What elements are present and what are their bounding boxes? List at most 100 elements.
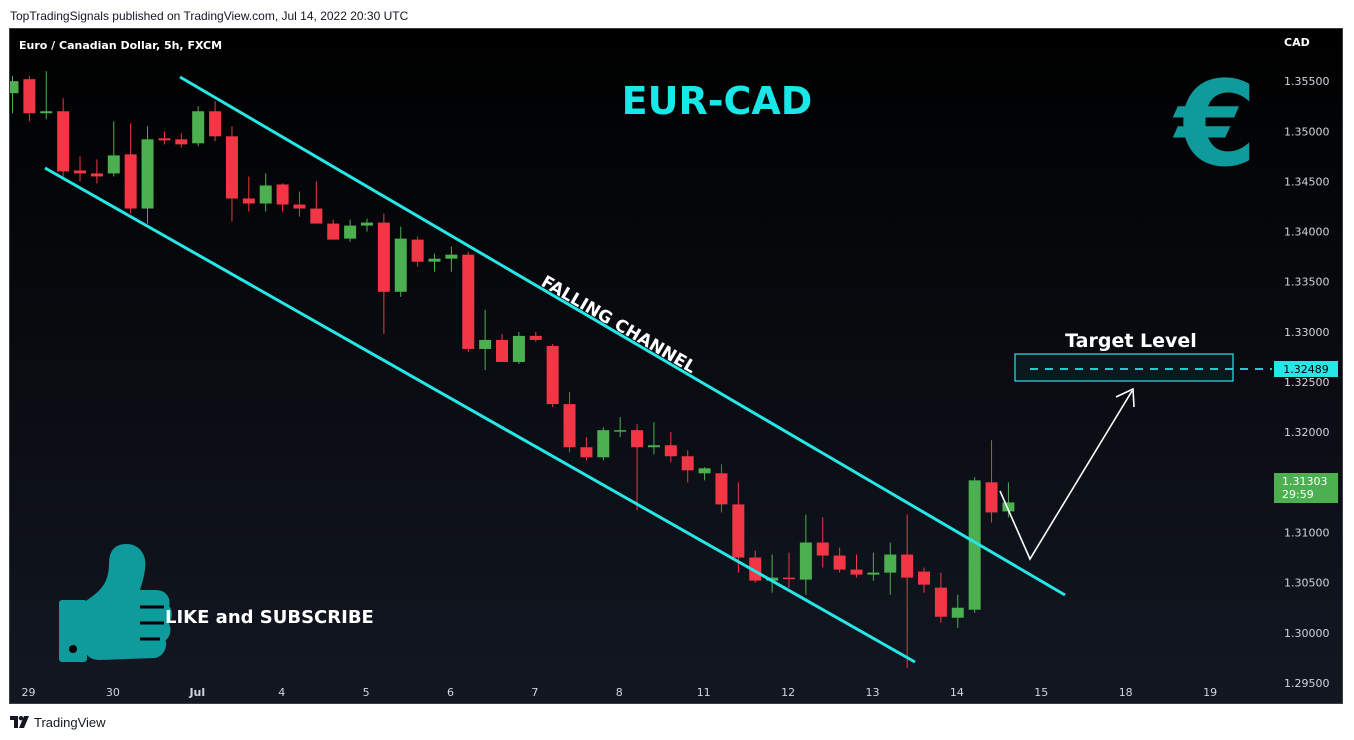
x-tick-label: 15 [1034, 686, 1048, 699]
candle[interactable] [158, 131, 171, 145]
candle[interactable] [327, 219, 340, 240]
tradingview-logo-icon [10, 716, 29, 728]
candle-body [411, 239, 424, 262]
candle[interactable] [580, 437, 593, 461]
candle[interactable] [867, 552, 880, 581]
candle[interactable] [394, 226, 407, 297]
candle[interactable] [512, 331, 525, 364]
candle[interactable] [782, 552, 795, 588]
candle[interactable] [445, 246, 458, 272]
symbol-title: Euro / Canadian Dollar, 5h, FXCM [19, 39, 222, 52]
candle[interactable] [664, 432, 677, 463]
x-tick-label: 6 [447, 686, 454, 699]
candle[interactable] [715, 464, 728, 513]
candle[interactable] [57, 98, 70, 177]
candle[interactable] [225, 126, 238, 222]
candle-body [512, 335, 525, 362]
candle-body [293, 204, 306, 209]
candle[interactable] [40, 71, 53, 120]
candle[interactable] [107, 121, 120, 177]
candle[interactable] [918, 567, 931, 593]
y-tick-label: 1.35500 [1284, 75, 1330, 88]
candle[interactable] [462, 251, 475, 352]
candle-body [698, 468, 711, 474]
candle[interactable] [124, 123, 137, 214]
candle[interactable] [496, 333, 509, 362]
candle[interactable] [951, 594, 964, 628]
tradingview-brand[interactable]: TradingView [10, 713, 106, 731]
candle[interactable] [597, 427, 610, 461]
target-zone: Target Level [1014, 330, 1272, 382]
candle-body [631, 430, 644, 448]
candle[interactable] [884, 542, 897, 595]
candle-body [664, 445, 677, 457]
candle[interactable] [192, 106, 205, 147]
candle[interactable] [698, 467, 711, 481]
candle[interactable] [141, 126, 154, 224]
candle[interactable] [90, 159, 103, 184]
candle-body [107, 155, 120, 174]
candle-body [546, 345, 559, 405]
candle[interactable] [529, 331, 542, 342]
candle[interactable] [74, 156, 87, 182]
candle[interactable] [614, 417, 627, 438]
projection-arrow-line[interactable] [999, 390, 1133, 561]
candle[interactable] [816, 517, 829, 568]
candle[interactable] [901, 514, 914, 668]
time-axis[interactable]: 29 30 Jul 4 5 6 7 8 11 12 13 14 15 18 19 [22, 686, 1218, 699]
candle[interactable] [276, 183, 289, 212]
candle[interactable] [968, 477, 981, 613]
channel-lower-line[interactable] [44, 166, 916, 664]
channel-upper-line[interactable] [179, 75, 1066, 597]
candle-body [141, 139, 154, 209]
candle-body [394, 238, 407, 292]
candle[interactable] [850, 554, 863, 578]
candle-body [766, 577, 779, 581]
candle-body [647, 445, 660, 448]
candle[interactable] [242, 176, 255, 212]
candle-body [529, 335, 542, 340]
projection-path [999, 387, 1135, 561]
x-tick-label: 11 [697, 686, 711, 699]
candle[interactable] [310, 181, 323, 224]
candle[interactable] [833, 547, 846, 573]
candle[interactable] [175, 133, 188, 148]
euro-icon: € [1172, 55, 1257, 193]
candle-body [985, 482, 998, 513]
candle[interactable] [209, 101, 222, 142]
candle[interactable] [985, 440, 998, 523]
candle[interactable] [732, 482, 745, 573]
candle[interactable] [647, 422, 660, 455]
target-box[interactable] [1014, 353, 1234, 382]
svg-text:€: € [1172, 55, 1257, 193]
candle[interactable] [411, 236, 424, 267]
candle[interactable] [799, 514, 812, 595]
candle[interactable] [563, 392, 576, 453]
candle[interactable] [631, 424, 644, 511]
x-tick-label: 29 [22, 686, 36, 699]
candle-body [732, 504, 745, 558]
candle[interactable] [344, 219, 357, 242]
candle-body [40, 111, 53, 114]
x-tick-label: 8 [616, 686, 623, 699]
candle[interactable] [681, 450, 694, 483]
candle[interactable] [293, 191, 306, 217]
x-tick-label: 5 [363, 686, 370, 699]
candle[interactable] [749, 550, 762, 583]
x-tick-label: 30 [106, 686, 120, 699]
candle[interactable] [23, 76, 36, 122]
candle[interactable] [546, 343, 559, 408]
candle[interactable] [377, 213, 390, 334]
candle-body [445, 254, 458, 259]
price-chart[interactable]: FALLING CHANNEL Target Level Euro / Cana… [10, 29, 1343, 704]
candle[interactable] [360, 218, 373, 232]
candle[interactable] [766, 554, 779, 593]
candle[interactable] [479, 309, 492, 371]
candle[interactable] [10, 76, 19, 114]
price-axis[interactable]: 1.35500 1.35000 1.34500 1.34000 1.33500 1.330… [1284, 75, 1330, 690]
chart-panel[interactable]: FALLING CHANNEL Target Level Euro / Cana… [9, 28, 1343, 704]
x-tick-label: 4 [278, 686, 285, 699]
candle[interactable] [934, 572, 947, 623]
candle[interactable] [428, 253, 441, 272]
candle[interactable] [259, 173, 272, 212]
